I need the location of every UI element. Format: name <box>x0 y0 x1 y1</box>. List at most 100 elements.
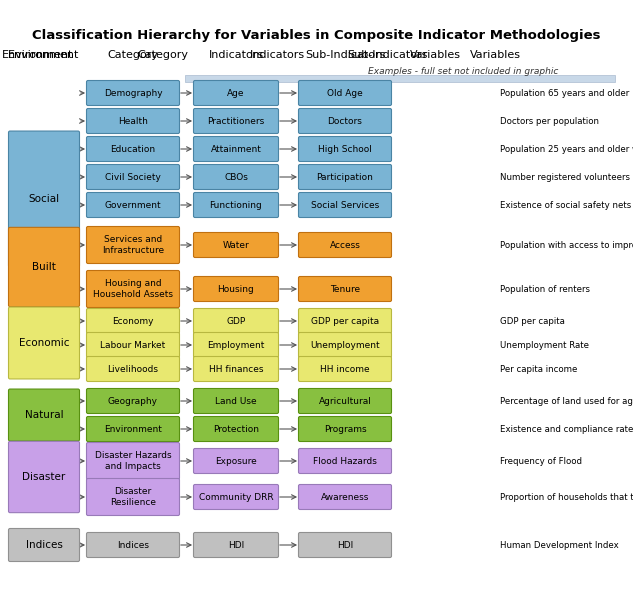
Text: GDP: GDP <box>227 316 246 326</box>
FancyBboxPatch shape <box>87 478 180 516</box>
Text: Variables: Variables <box>410 50 460 60</box>
Text: Indicators: Indicators <box>208 50 263 60</box>
Text: Disaster: Disaster <box>22 472 66 482</box>
Text: Housing: Housing <box>218 284 254 293</box>
Text: Civil Society: Civil Society <box>105 172 161 182</box>
Text: Government: Government <box>104 201 161 209</box>
Text: Land Use: Land Use <box>215 396 257 405</box>
Text: Housing and
Household Assets: Housing and Household Assets <box>93 279 173 299</box>
FancyBboxPatch shape <box>299 109 391 133</box>
FancyBboxPatch shape <box>299 165 391 189</box>
Text: HH finances: HH finances <box>209 365 263 373</box>
Text: Employment: Employment <box>208 340 265 349</box>
FancyBboxPatch shape <box>194 109 279 133</box>
Text: Environment: Environment <box>104 424 162 434</box>
Text: Human Development Index: Human Development Index <box>500 540 618 549</box>
FancyBboxPatch shape <box>194 232 279 257</box>
FancyBboxPatch shape <box>87 333 180 358</box>
Text: Classification Hierarchy for Variables in Composite Indicator Methodologies: Classification Hierarchy for Variables i… <box>32 28 601 41</box>
Text: Population with access to improved water source: Population with access to improved water… <box>500 241 633 250</box>
Text: GDP per capita: GDP per capita <box>500 316 565 326</box>
FancyBboxPatch shape <box>87 80 180 106</box>
FancyBboxPatch shape <box>299 388 391 414</box>
FancyBboxPatch shape <box>185 75 615 82</box>
FancyBboxPatch shape <box>299 417 391 441</box>
Text: Attainment: Attainment <box>211 145 261 153</box>
Text: Percentage of land used for agriculture: Percentage of land used for agriculture <box>500 396 633 405</box>
Text: Social: Social <box>28 194 60 204</box>
Text: Doctors: Doctors <box>327 116 363 126</box>
Text: Economic: Economic <box>19 338 69 348</box>
Text: Indices: Indices <box>25 540 63 550</box>
FancyBboxPatch shape <box>194 388 279 414</box>
Text: Participation: Participation <box>316 172 373 182</box>
Text: Demography: Demography <box>104 88 162 97</box>
Text: Education: Education <box>110 145 156 153</box>
FancyBboxPatch shape <box>194 136 279 162</box>
FancyBboxPatch shape <box>299 356 391 382</box>
Text: HH income: HH income <box>320 365 370 373</box>
Text: Per capita income: Per capita income <box>500 365 577 373</box>
Text: Livelihoods: Livelihoods <box>108 365 158 373</box>
Text: Population 25 years and older with high school diploma: Population 25 years and older with high … <box>500 145 633 153</box>
Text: Awareness: Awareness <box>321 493 369 502</box>
Text: Exposure: Exposure <box>215 457 257 466</box>
FancyBboxPatch shape <box>87 417 180 441</box>
Text: Unemployment: Unemployment <box>310 340 380 349</box>
Text: Services and
Infrastructure: Services and Infrastructure <box>102 235 164 255</box>
Text: Community DRR: Community DRR <box>199 493 273 502</box>
Text: Programs: Programs <box>323 424 367 434</box>
FancyBboxPatch shape <box>87 136 180 162</box>
Text: Geography: Geography <box>108 396 158 405</box>
FancyBboxPatch shape <box>299 533 391 558</box>
Text: Water: Water <box>223 241 249 250</box>
FancyBboxPatch shape <box>8 441 80 513</box>
FancyBboxPatch shape <box>299 192 391 218</box>
FancyBboxPatch shape <box>299 277 391 301</box>
FancyBboxPatch shape <box>194 165 279 189</box>
FancyBboxPatch shape <box>8 389 80 441</box>
Text: Indicators: Indicators <box>249 50 304 60</box>
FancyBboxPatch shape <box>299 309 391 333</box>
FancyBboxPatch shape <box>299 232 391 257</box>
Text: Examples - full set not included in graphic: Examples - full set not included in grap… <box>368 67 559 77</box>
Text: Health: Health <box>118 116 148 126</box>
Text: Frequency of Flood: Frequency of Flood <box>500 457 582 466</box>
Text: Natural: Natural <box>25 410 63 420</box>
Text: Variables: Variables <box>470 50 520 60</box>
Text: Disaster
Resilience: Disaster Resilience <box>110 487 156 507</box>
FancyBboxPatch shape <box>194 277 279 301</box>
Text: High School: High School <box>318 145 372 153</box>
FancyBboxPatch shape <box>87 270 180 307</box>
Text: HDI: HDI <box>228 540 244 549</box>
Text: Population of renters: Population of renters <box>500 284 590 293</box>
FancyBboxPatch shape <box>194 309 279 333</box>
Text: CBOs: CBOs <box>224 172 248 182</box>
FancyBboxPatch shape <box>8 529 80 562</box>
Text: Existence and compliance rate to environmental policies: Existence and compliance rate to environ… <box>500 424 633 434</box>
Text: Proportion of households that trust and know warning system: Proportion of households that trust and … <box>500 493 633 502</box>
Text: Population 65 years and older: Population 65 years and older <box>500 88 629 97</box>
Text: Economy: Economy <box>112 316 154 326</box>
FancyBboxPatch shape <box>87 192 180 218</box>
Text: Access: Access <box>330 241 360 250</box>
FancyBboxPatch shape <box>194 417 279 441</box>
Text: Unemployment Rate: Unemployment Rate <box>500 340 589 349</box>
FancyBboxPatch shape <box>8 227 80 307</box>
Text: Agricultural: Agricultural <box>318 396 372 405</box>
Text: Number registered volunteers: Number registered volunteers <box>500 172 630 182</box>
FancyBboxPatch shape <box>299 80 391 106</box>
Text: Category: Category <box>108 50 158 60</box>
Text: Category: Category <box>137 50 189 60</box>
FancyBboxPatch shape <box>194 333 279 358</box>
Text: GDP per capita: GDP per capita <box>311 316 379 326</box>
Text: Age: Age <box>227 88 245 97</box>
Text: HDI: HDI <box>337 540 353 549</box>
Text: Flood Hazards: Flood Hazards <box>313 457 377 466</box>
Text: Disaster Hazards
and Impacts: Disaster Hazards and Impacts <box>95 451 172 471</box>
Text: Environment: Environment <box>3 50 73 60</box>
FancyBboxPatch shape <box>8 131 80 267</box>
Text: Functioning: Functioning <box>210 201 262 209</box>
FancyBboxPatch shape <box>194 356 279 382</box>
Text: Sub-Indicators: Sub-Indicators <box>305 50 385 60</box>
